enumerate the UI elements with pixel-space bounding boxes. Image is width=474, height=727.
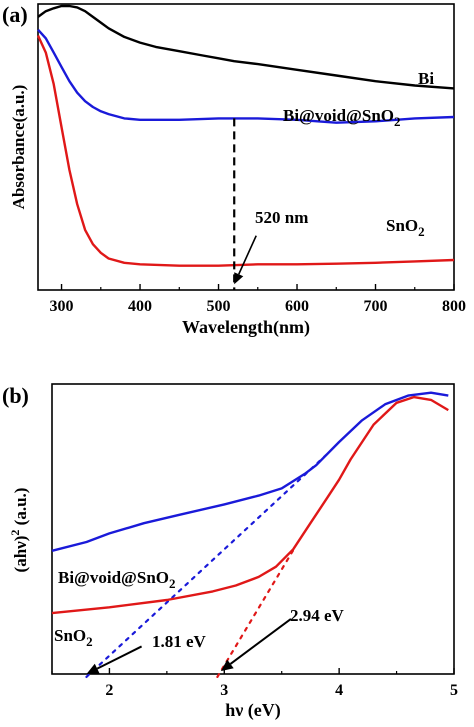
ylabel-b-tail: (a.u.): [11, 488, 30, 530]
wavelength-arrowhead: [234, 272, 244, 285]
series-label-bi-void-sno2-b: Bi@void@SnO2: [58, 568, 176, 591]
bandgap-294-label: 2.94 eV: [290, 606, 345, 625]
bi-void-sno2-text: Bi@void@SnO: [283, 106, 394, 125]
panel-b-x-ticks: 2 3 4 5: [51, 668, 458, 699]
series-label-bi: Bi: [418, 69, 434, 88]
panel-b-label: (b): [2, 383, 29, 408]
panel-a: (a) 300 400 500 600 700 800 520 nm Bi Bi@void…: [2, 2, 466, 338]
a-xtick-label-300: 300: [50, 298, 74, 315]
wavelength-arrow: [238, 235, 257, 275]
sno2-text: SnO: [386, 216, 418, 235]
sno2-subscript: 2: [418, 224, 425, 239]
a-series-bi: [37, 4, 455, 90]
panel-a-series: [36, 4, 455, 267]
panel-b-frame: [51, 383, 455, 675]
panel-b-ylabel: (ahν)2 (a.u.): [8, 488, 30, 573]
bandgap-294-arrow: [229, 618, 292, 665]
panel-a-xlabel: Wavelength(nm): [182, 317, 310, 338]
panel-b-annotations: 1.81 eV 2.94 eV Bi@void@SnO2 SnO2: [54, 568, 345, 674]
ylabel-b-main: (ahν): [11, 536, 30, 573]
a-xtick-label-800: 800: [442, 298, 466, 315]
ylabel-b-sup: 2: [8, 530, 22, 536]
panel-a-ylabel: Absorbance(a.u.): [9, 85, 28, 210]
b-series-bi-void-sno2: [51, 391, 449, 552]
sno2-subscript-b: 2: [86, 634, 93, 649]
series-label-sno2: SnO2: [386, 216, 425, 239]
wavelength-520-label: 520 nm: [255, 208, 308, 227]
a-xtick-label-400: 400: [128, 298, 152, 315]
series-label-sno2-b: SnO2: [54, 626, 93, 649]
a-xtick-label-500: 500: [207, 298, 231, 315]
bandgap-181-arrowhead: [86, 663, 100, 674]
panel-a-label: (a): [2, 2, 28, 27]
b-xtick-label-4: 4: [335, 682, 343, 699]
bandgap-181-arrow: [96, 645, 143, 670]
panel-b-series: [51, 391, 449, 615]
bi-void-sno2-subscript-b: 2: [169, 576, 176, 591]
a-series-sno2: [36, 35, 455, 267]
sno2-text-b: SnO: [54, 626, 86, 645]
tangent-line-1: [85, 452, 329, 679]
bi-void-sno2-text-b: Bi@void@SnO: [58, 568, 169, 587]
a-xtick-label-600: 600: [285, 298, 309, 315]
panel-b-tangent-lines: [85, 452, 329, 679]
panel-b-xlabel: hν (eV): [225, 700, 281, 721]
b-series-sno2: [51, 395, 449, 615]
series-label-bi-void-sno2: Bi@void@SnO2: [283, 106, 401, 129]
tangent-line-2: [216, 545, 297, 679]
panel-a-frame: [37, 3, 455, 291]
panel-a-annotations: 520 nm Bi Bi@void@SnO2 SnO2: [233, 69, 434, 290]
a-xtick-label-700: 700: [364, 298, 388, 315]
b-xtick-label-5: 5: [450, 682, 458, 699]
b-xtick-label-2: 2: [105, 682, 113, 699]
bi-void-sno2-subscript: 2: [394, 114, 401, 129]
b-xtick-label-3: 3: [220, 682, 228, 699]
panel-a-x-ticks: 300 400 500 600 700 800: [50, 284, 466, 315]
bandgap-294-arrowhead: [220, 659, 234, 672]
a-series-bi-void-sno2: [37, 28, 455, 124]
bandgap-181-label: 1.81 eV: [152, 632, 207, 651]
